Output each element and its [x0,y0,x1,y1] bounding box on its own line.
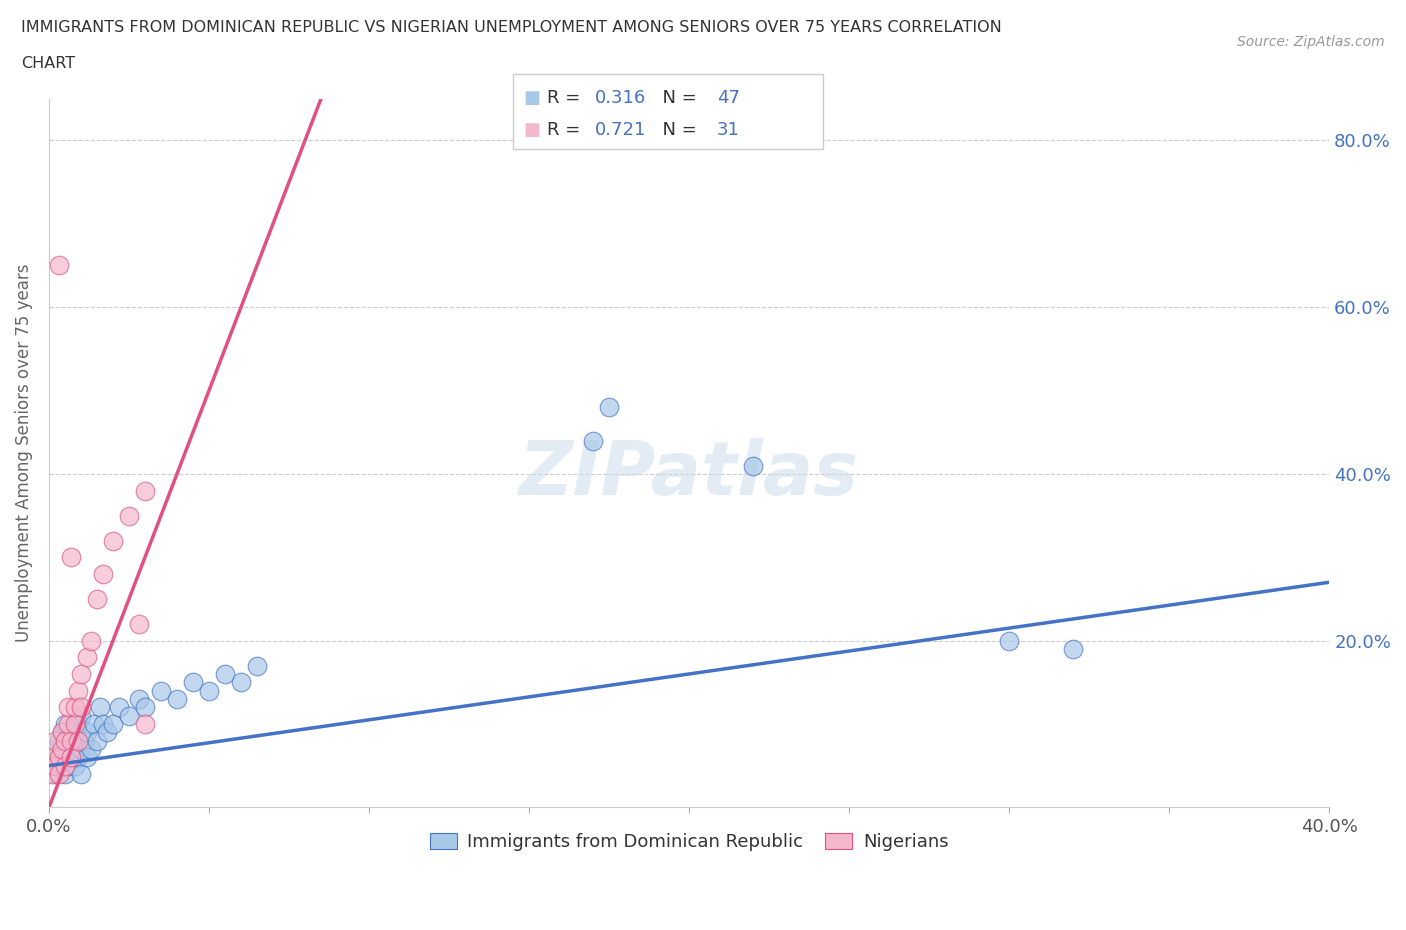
Text: ■: ■ [523,89,540,107]
Point [70,667,93,682]
Point [118,709,141,724]
Text: Source: ZipAtlas.com: Source: ZipAtlas.com [1237,35,1385,49]
Point [998,633,1021,648]
Point [79,741,101,756]
Point [53,766,76,781]
Point [44,766,66,781]
Point [134,700,156,715]
Point [41,758,63,773]
Point [66,684,89,698]
Text: IMMIGRANTS FROM DOMINICAN REPUBLIC VS NIGERIAN UNEMPLOYMENT AMONG SENIORS OVER 7: IMMIGRANTS FROM DOMINICAN REPUBLIC VS NI… [21,20,1002,35]
Point [96,724,118,739]
Point [582,433,605,448]
Point [108,700,131,715]
Text: ZIPatlas: ZIPatlas [519,438,859,511]
Point [83,716,105,731]
Point [56,700,79,715]
Text: ■: ■ [523,121,540,139]
Point [63,733,86,748]
Point [76,724,98,739]
Point [89,700,111,715]
Text: 0.721: 0.721 [595,121,647,139]
Point [76,650,98,665]
Point [60,550,83,565]
Point [598,400,620,415]
Point [48,750,70,764]
Point [198,684,221,698]
Point [63,716,86,731]
Point [53,741,76,756]
Point [134,716,156,731]
Point [101,716,124,731]
Point [128,692,150,707]
Text: N =: N = [651,89,703,107]
Point [1062,642,1084,657]
Point [73,733,96,748]
Point [41,766,63,781]
Point [56,716,79,731]
Point [70,709,93,724]
Point [229,675,252,690]
Point [53,716,76,731]
Point [60,750,83,764]
Point [101,533,124,548]
Point [51,750,73,764]
Point [79,633,101,648]
Point [66,733,89,748]
Point [76,750,98,764]
Point [70,700,93,715]
Point [118,508,141,523]
Point [60,733,83,748]
Point [246,658,269,673]
Point [134,483,156,498]
Text: R =: R = [547,121,586,139]
Point [44,758,66,773]
Point [51,724,73,739]
Point [70,741,93,756]
Text: N =: N = [651,121,703,139]
Point [41,750,63,764]
Point [60,724,83,739]
Point [60,750,83,764]
Point [56,758,79,773]
Text: 0.316: 0.316 [595,89,645,107]
Text: CHART: CHART [21,56,75,71]
Point [742,458,765,473]
Point [70,766,93,781]
Point [53,733,76,748]
Point [48,766,70,781]
Point [128,617,150,631]
Point [66,716,89,731]
Text: 31: 31 [717,121,740,139]
Point [53,758,76,773]
Point [44,741,66,756]
Point [51,724,73,739]
Legend: Immigrants from Dominican Republic, Nigerians: Immigrants from Dominican Republic, Nige… [422,826,956,858]
Point [44,733,66,748]
Point [166,692,188,707]
Point [86,591,108,606]
Text: 47: 47 [717,89,740,107]
Point [93,716,115,731]
Point [48,258,70,272]
Point [93,566,115,581]
Point [66,750,89,764]
Point [63,700,86,715]
Point [86,733,108,748]
Point [214,667,236,682]
Text: R =: R = [547,89,586,107]
Point [48,758,70,773]
Y-axis label: Unemployment Among Seniors over 75 years: Unemployment Among Seniors over 75 years [15,264,32,643]
Point [56,733,79,748]
Point [63,758,86,773]
Point [150,684,173,698]
Point [51,741,73,756]
Point [181,675,204,690]
Point [48,733,70,748]
